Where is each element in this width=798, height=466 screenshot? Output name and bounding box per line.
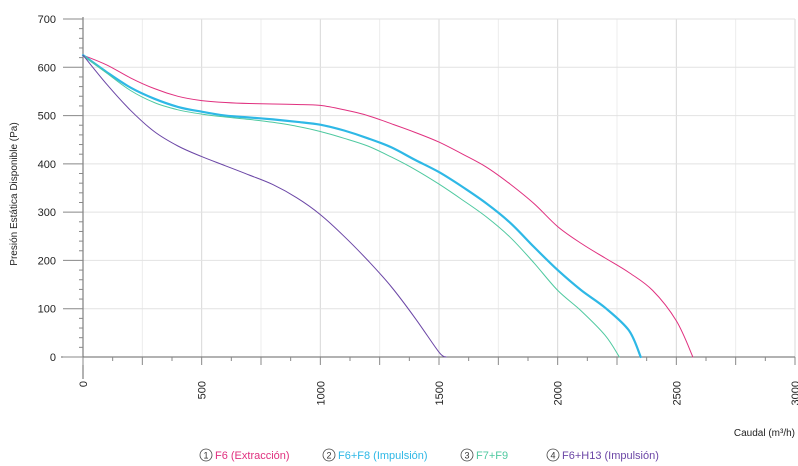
legend-label: F6+H13 (Impulsión) [562,450,659,462]
y-tick-label: 700 [38,14,56,26]
y-tick-label: 400 [38,159,56,171]
axes [61,17,796,379]
x-tick-label: 1500 [434,381,446,405]
legend-item-2: 2 F6+F8 (Impulsión) [322,448,428,462]
x-tick-label: 500 [197,381,209,399]
series-line-4 [82,54,447,358]
x-tick-labels: 0 500 1000 1500 2000 2500 3000 [78,381,798,405]
legend-label: F6+F8 (Impulsión) [338,450,428,462]
x-tick-label: 2000 [553,381,565,405]
legend-number: 1 [203,451,208,461]
series-line-3 [82,54,620,358]
grid [83,18,796,357]
y-tick-label: 600 [38,62,56,74]
legend-number-circle [322,448,336,462]
y-tick-label: 200 [38,255,56,267]
y-axis-label: Presión Estática Disponible (Pa) [9,122,20,265]
x-tick-label: 2500 [671,381,683,405]
legend-item-1: 1 F6 (Extracción) [199,448,290,462]
x-tick-label: 0 [78,381,90,387]
y-tick-label: 500 [38,111,56,123]
legend-number: 2 [326,451,331,461]
legend-label: F7+F9 [476,450,508,462]
series-line-1 [82,54,694,358]
legend-number-circle [199,448,213,462]
series-lines [81,54,694,359]
legend-item-3: 3 F7+F9 [460,448,508,462]
x-tick-label: 1000 [315,381,327,405]
x-tick-label: 3000 [790,381,798,405]
legend-number-circle [546,448,560,462]
legend-label: F6 (Extracción) [215,450,290,462]
y-tick-labels: 0 100 200 300 400 500 600 700 [38,14,56,364]
legend: 1 F6 (Extracción) 2 F6+F8 (Impulsión) 3 F7+F9… [199,448,659,462]
legend-number: 3 [464,451,469,461]
y-tick-label: 100 [38,304,56,316]
legend-number-circle [460,448,474,462]
y-tick-label: 0 [50,352,56,364]
series-line-2 [81,54,642,359]
legend-item-4: 4 F6+H13 (Impulsión) [546,448,659,462]
y-tick-label: 300 [38,207,56,219]
x-axis-label: Caudal (m³/h) [734,428,795,439]
legend-number: 4 [550,451,555,461]
